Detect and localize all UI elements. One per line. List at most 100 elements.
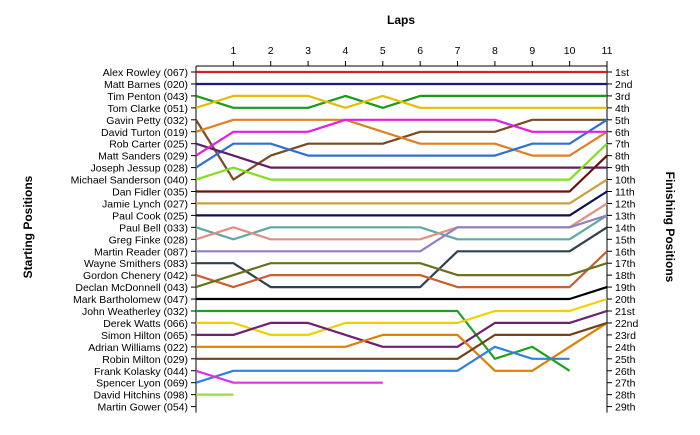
- finish-position-label: 13th: [615, 210, 636, 222]
- driver-label: Greg Finke (028): [109, 234, 188, 246]
- finish-position-label: 2nd: [615, 79, 633, 91]
- position-line-25: [196, 321, 608, 360]
- position-line-20: [196, 286, 608, 301]
- finish-position-label: 11th: [615, 187, 635, 199]
- position-line-21: [196, 309, 571, 372]
- position-line-17: [196, 226, 608, 289]
- driver-label: David Turton (019): [101, 127, 188, 139]
- position-line-10: [195, 142, 608, 181]
- driver-label: Alex Rowley (067): [103, 67, 188, 79]
- driver-label: Frank Kolasky (044): [94, 366, 188, 378]
- finish-position-label: 14th: [615, 222, 636, 234]
- position-line-19: [195, 262, 608, 289]
- finish-position-label: 22nd: [615, 318, 639, 330]
- finish-position-label: 27th: [615, 378, 636, 390]
- starting-position-labels: Alex Rowley (067)Matt Barnes (020)Tim Pe…: [71, 67, 196, 414]
- position-line-6: [195, 118, 608, 157]
- lap-tick-label: 3: [305, 45, 311, 57]
- finish-position-label: 26th: [615, 366, 636, 378]
- finish-position-label: 7th: [615, 139, 630, 151]
- lap-tick-label: 7: [455, 45, 461, 57]
- finish-position-label: 6th: [615, 127, 630, 139]
- driver-label: Matt Sanders (029): [98, 151, 188, 163]
- driver-label: Simon Hilton (065): [101, 330, 188, 342]
- position-line-24: [196, 321, 608, 372]
- finish-position-label: 29th: [615, 402, 636, 414]
- finish-position-label: 25th: [615, 354, 636, 366]
- driver-label: Derek Watts (066): [103, 318, 188, 330]
- driver-label: Dan Fidler (035): [112, 187, 188, 199]
- finish-position-label: 12th: [615, 198, 636, 210]
- lap-tick-label: 1: [230, 45, 236, 57]
- position-line-22: [196, 297, 608, 336]
- lap-tick-label: 4: [343, 45, 349, 57]
- finish-position-label: 15th: [615, 234, 636, 246]
- driver-label: Gavin Petty (032): [106, 115, 188, 127]
- driver-label: Declan McDonnell (043): [75, 282, 188, 294]
- chart-title: Laps: [387, 13, 415, 27]
- driver-label: Michael Sanderson (040): [71, 175, 188, 187]
- position-line-13: [196, 190, 608, 217]
- position-line-8: [195, 142, 607, 169]
- position-line-14: [195, 214, 608, 241]
- finish-position-label: 21st: [615, 306, 635, 318]
- driver-label: Tim Penton (043): [107, 91, 188, 103]
- finish-position-label: 28th: [615, 390, 636, 402]
- finish-position-label: 3rd: [615, 91, 630, 103]
- position-line-23: [196, 309, 608, 348]
- position-line-26: [195, 345, 570, 384]
- position-lines: [195, 70, 608, 396]
- driver-label: Rob Carter (025): [109, 139, 188, 151]
- driver-label: Matt Barnes (020): [104, 79, 188, 91]
- position-line-7: [195, 118, 608, 169]
- position-line-12: [196, 178, 608, 205]
- finish-position-label: 5th: [615, 115, 630, 127]
- finish-position-label: 16th: [615, 246, 636, 258]
- position-line-15: [195, 202, 608, 241]
- position-line-9: [195, 118, 607, 157]
- finish-position-label: 4th: [615, 103, 630, 115]
- finishing-position-labels: 1st2nd3rd4th5th6th7th8th9th10th11th12th1…: [607, 67, 639, 414]
- position-line-5: [195, 118, 607, 181]
- finish-position-label: 10th: [615, 175, 636, 187]
- finish-position-label: 1st: [615, 67, 629, 79]
- driver-label: John Weatherley (032): [82, 306, 188, 318]
- lap-tick-label: 10: [564, 45, 576, 57]
- finish-position-label: 18th: [615, 270, 636, 282]
- driver-label: Martin Reader (087): [94, 246, 188, 258]
- position-line-18: [195, 250, 608, 289]
- driver-label: Martin Gower (054): [98, 402, 188, 414]
- y-axis-label-right: Finishing Positions: [663, 172, 677, 283]
- finish-position-label: 17th: [615, 258, 636, 270]
- lap-tick-label: 8: [492, 45, 498, 57]
- finish-position-label: 9th: [615, 163, 630, 175]
- finish-position-label: 23rd: [615, 330, 636, 342]
- driver-label: David Hitchins (098): [93, 390, 188, 402]
- driver-label: Jamie Lynch (027): [102, 198, 188, 210]
- lap-tick-label: 5: [380, 45, 386, 57]
- position-line-11: [196, 154, 608, 193]
- finish-position-label: 20th: [615, 294, 636, 306]
- driver-label: Paul Bell (033): [119, 222, 188, 234]
- y-axis-label-left: Starting Positions: [21, 175, 35, 278]
- position-line-16: [196, 214, 608, 253]
- driver-label: Robin Milton (029): [102, 354, 188, 366]
- driver-label: Spencer Lyon (069): [96, 378, 188, 390]
- lap-tick-label: 11: [602, 45, 613, 57]
- finish-position-label: 8th: [615, 151, 630, 163]
- driver-label: Mark Bartholomew (047): [73, 294, 188, 306]
- lap-tick-label: 2: [268, 45, 274, 57]
- driver-label: Tom Clarke (051): [107, 103, 188, 115]
- driver-label: Gordon Chenery (042): [83, 270, 188, 282]
- finish-position-label: 24th: [615, 342, 636, 354]
- driver-label: Paul Cook (025): [112, 210, 188, 222]
- lap-tick-label: 9: [529, 45, 535, 57]
- driver-label: Wayne Smithers (083): [84, 258, 188, 270]
- finish-position-label: 19th: [615, 282, 636, 294]
- driver-label: Adrian Williams (022): [88, 342, 188, 354]
- position-line-27: [195, 369, 383, 384]
- lap-ticks: 1 2 3 4 5 6 7 8 9 10 11: [230, 45, 613, 66]
- lap-tick-label: 6: [417, 45, 423, 57]
- position-line-4: [195, 94, 607, 109]
